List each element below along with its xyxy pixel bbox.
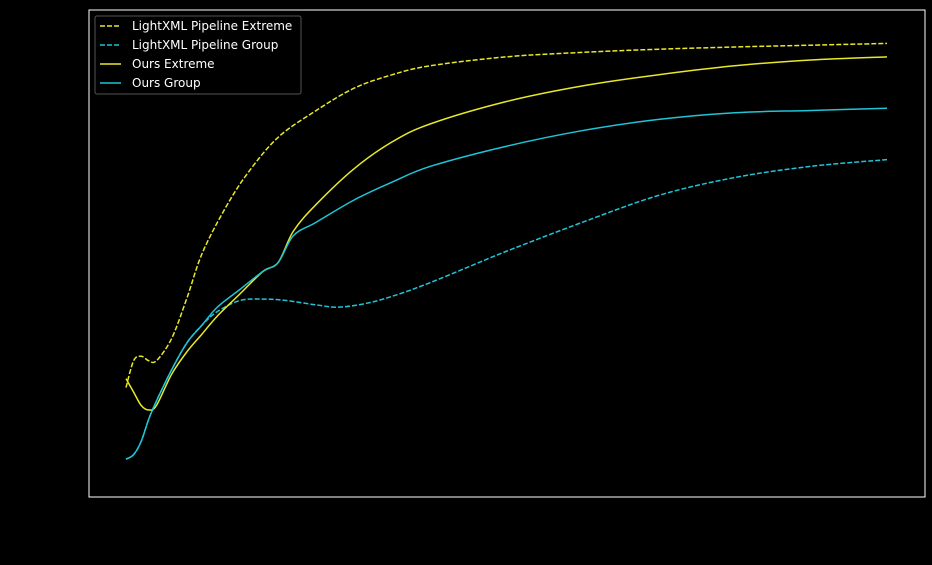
legend: LightXML Pipeline Extreme LightXML Pipeli… <box>94 15 302 95</box>
legend-label-ours-group: Ours Group <box>132 76 201 90</box>
series-line-ours-group <box>125 107 888 460</box>
legend-label-lightxml-pipeline-group: LightXML Pipeline Group <box>132 38 278 52</box>
plot-area-frame <box>88 9 926 498</box>
legend-box <box>94 15 302 95</box>
series-layer <box>125 42 888 460</box>
series-line-lightxml-pipeline-extreme <box>125 42 888 388</box>
legend-label-ours-extreme: Ours Extreme <box>132 57 215 71</box>
legend-label-lightxml-pipeline-extreme: LightXML Pipeline Extreme <box>132 19 292 33</box>
